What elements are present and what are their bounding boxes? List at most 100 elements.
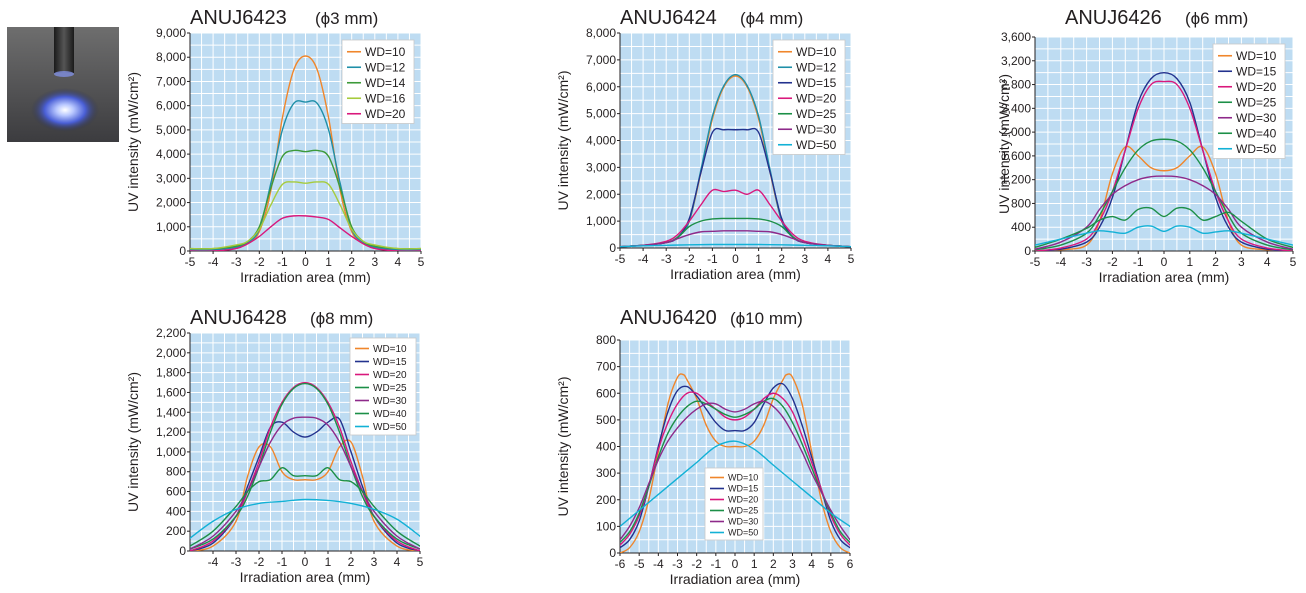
x-tick-label: -5 <box>615 252 626 266</box>
x-tick-label: -2 <box>254 255 265 269</box>
x-tick-label: 3 <box>371 555 378 569</box>
y-tick-label: 4,000 <box>156 147 186 161</box>
x-tick-label: -2 <box>254 555 265 569</box>
y-tick-label: 1,000 <box>156 445 186 459</box>
x-tick-label: 5 <box>418 255 425 269</box>
x-tick-label: -6 <box>615 557 626 571</box>
legend-label: WD=25 <box>728 506 758 516</box>
x-tick-label: 3 <box>371 255 378 269</box>
legend-label: WD=30 <box>1236 111 1277 125</box>
x-tick-label: 2 <box>770 557 777 571</box>
x-tick-label: 0 <box>1161 255 1168 269</box>
legend: WD=10 WD=15 WD=20 WD=25 WD=30 WD=40 WD=50 <box>350 338 416 435</box>
legend: WD=10WD=15WD=20WD=25WD=30WD=50 <box>705 468 763 540</box>
x-tick-label: -4 <box>208 255 219 269</box>
y-tick-label: 3,600 <box>1001 30 1031 44</box>
x-tick-label: 4 <box>825 252 832 266</box>
y-tick-label: 9,000 <box>156 26 186 40</box>
y-tick-label: 800 <box>596 333 616 347</box>
x-tick-label: -1 <box>707 252 718 266</box>
chart-subtitle: (ϕ4 mm) <box>740 9 803 28</box>
x-tick-label: 1 <box>1186 255 1193 269</box>
y-tick-label: 800 <box>166 465 186 479</box>
y-tick-label: 7,000 <box>156 74 186 88</box>
legend-label: WD=12 <box>796 61 837 75</box>
x-tick-label: -4 <box>1055 255 1066 269</box>
y-tick-label: 400 <box>596 440 616 454</box>
chart-anuj6426: ANUJ6426 (ϕ6 mm) 0 400 800 1,200 1,600 2,000 2,4… <box>995 0 1300 295</box>
x-tick-label: 0 <box>732 557 739 571</box>
legend-label: WD=25 <box>1236 96 1277 110</box>
y-tick-label: 3,000 <box>586 160 616 174</box>
legend-label: WD=30 <box>373 396 407 407</box>
x-tick-label: 2 <box>348 555 355 569</box>
y-tick-label: 1,400 <box>156 405 186 419</box>
chart-title: ANUJ6424 <box>620 7 717 29</box>
x-tick-label: -4 <box>653 557 664 571</box>
y-tick-label: 0 <box>179 544 186 558</box>
y-tick-label: 400 <box>1011 220 1031 234</box>
y-tick-label: 2,200 <box>156 326 186 340</box>
x-tick-label: -1 <box>277 255 288 269</box>
y-tick-label: 200 <box>166 524 186 538</box>
y-tick-label: 7,000 <box>586 53 616 67</box>
legend-label: WD=50 <box>1236 142 1277 156</box>
y-tick-label: 200 <box>596 493 616 507</box>
y-tick-label: 6,000 <box>156 99 186 113</box>
x-tick-label: 6 <box>847 557 854 571</box>
photo-image <box>7 27 119 142</box>
legend-label: WD=40 <box>1236 127 1277 141</box>
legend-label: WD=15 <box>728 484 758 494</box>
legend-label: WD=15 <box>373 357 407 368</box>
chart-subtitle: (ϕ10 mm) <box>730 309 803 328</box>
y-tick-label: 6,000 <box>586 80 616 94</box>
x-tick-label: 4 <box>1264 255 1271 269</box>
y-axis-label: UV intensity (mW/cm²) <box>125 72 141 212</box>
x-tick-label: -5 <box>1030 255 1041 269</box>
x-tick-label: 1 <box>325 255 332 269</box>
y-tick-label: 2,000 <box>586 187 616 201</box>
legend-label: WD=20 <box>365 107 406 121</box>
x-tick-label: 1 <box>325 555 332 569</box>
x-tick-label: 1 <box>755 252 762 266</box>
legend-label: WD=50 <box>796 138 837 152</box>
y-tick-label: 700 <box>596 360 616 374</box>
x-axis-label: Irradiation area (mm) <box>240 569 371 585</box>
legend-label: WD=15 <box>796 76 837 90</box>
legend: WD=10WD=12WD=14WD=16WD=20 <box>342 40 414 124</box>
legend-label: WD=10 <box>728 473 758 483</box>
y-axis-label: UV intensity (mW/cm²) <box>555 377 571 517</box>
legend-label: WD=10 <box>365 45 406 59</box>
chart-subtitle: (ϕ6 mm) <box>1185 9 1248 28</box>
legend-label: WD=25 <box>796 107 837 121</box>
chart-title: ANUJ6420 <box>620 307 717 329</box>
legend-label: WD=40 <box>373 409 407 420</box>
chart-anuj6420: ANUJ6420 (ϕ10 mm) 0 100 200 300 400 500 600 700 80… <box>555 300 865 593</box>
legend-label: WD=30 <box>728 517 758 527</box>
x-tick-label: -2 <box>684 252 695 266</box>
y-tick-label: 5,000 <box>586 107 616 121</box>
legend-label: WD=50 <box>728 528 758 538</box>
y-tick-label: 1,000 <box>586 214 616 228</box>
y-tick-label: 8,000 <box>586 26 616 40</box>
chart-title: ANUJ6428 <box>190 307 287 329</box>
chart-anuj6424: ANUJ6424 (ϕ4 mm)01,0002,0003,0004,0005,00… <box>555 0 865 295</box>
chart-anuj6428: ANUJ6428 (ϕ8 mm)02004006008001,0001,2001,… <box>120 300 430 593</box>
x-tick-label: 2 <box>1212 255 1219 269</box>
x-tick-label: -3 <box>1081 255 1092 269</box>
x-tick-label: -1 <box>1133 255 1144 269</box>
x-tick-label: -4 <box>638 252 649 266</box>
x-tick-label: -5 <box>185 255 196 269</box>
x-tick-label: 2 <box>348 255 355 269</box>
y-tick-label: 3,200 <box>1001 54 1031 68</box>
x-axis-label: Irradiation area (mm) <box>1099 269 1230 285</box>
legend-label: WD=20 <box>728 495 758 505</box>
x-tick-label: -5 <box>634 557 645 571</box>
x-tick-label: 5 <box>848 252 855 266</box>
legend-label: WD=30 <box>796 123 837 137</box>
y-tick-label: 8,000 <box>156 50 186 64</box>
y-tick-label: 500 <box>596 413 616 427</box>
x-tick-label: 1 <box>751 557 758 571</box>
x-tick-label: 0 <box>732 252 739 266</box>
y-tick-label: 100 <box>596 519 616 533</box>
